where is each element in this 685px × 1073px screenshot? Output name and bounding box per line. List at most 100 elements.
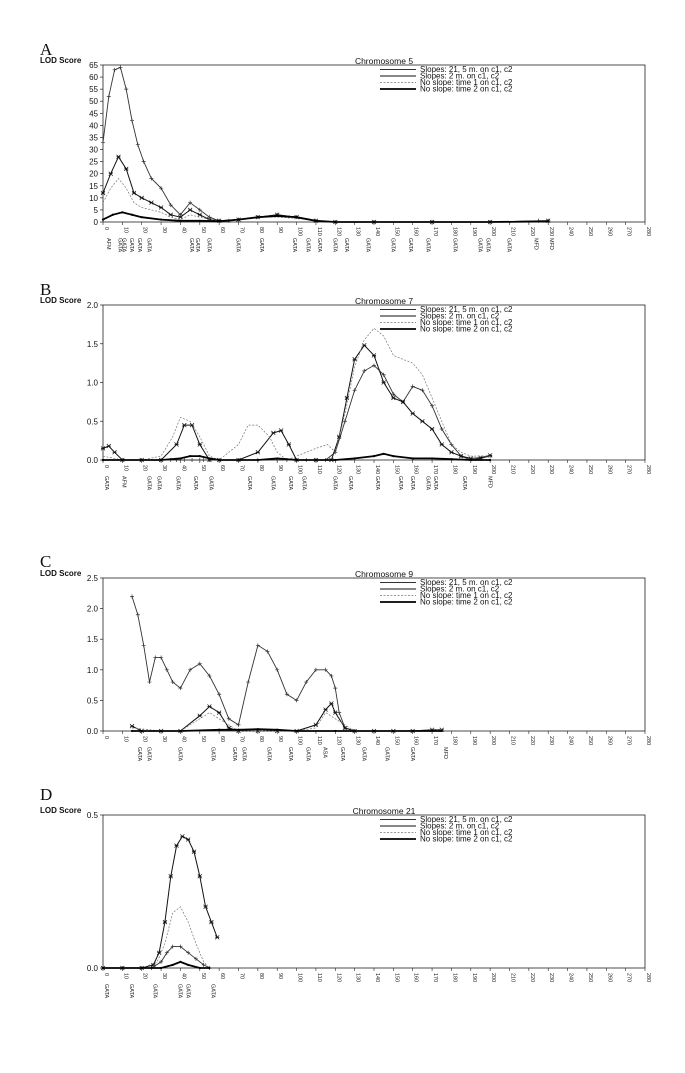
marker-label: GATA <box>407 238 413 252</box>
series-line-3 <box>103 906 210 969</box>
marker-label: GATA <box>188 238 194 252</box>
data-point <box>295 729 298 733</box>
data-point <box>209 919 214 925</box>
x-tick-label: 250 <box>587 736 593 745</box>
data-point <box>487 453 493 458</box>
data-point <box>101 458 105 462</box>
x-tick-label: 50 <box>200 736 206 742</box>
marker-label: MFD <box>442 747 448 759</box>
x-tick-label: 50 <box>200 973 206 979</box>
x-tick-label: 80 <box>258 465 264 471</box>
y-tick-label: 0.0 <box>87 727 99 736</box>
x-tick-label: 30 <box>161 465 167 471</box>
y-tick-label: 50 <box>89 97 98 106</box>
marker-label: MFD <box>533 238 539 250</box>
x-tick-label: 170 <box>432 227 438 236</box>
data-point <box>159 218 163 221</box>
data-point <box>439 427 444 431</box>
data-point <box>392 455 395 458</box>
marker-label: GATA <box>451 238 457 252</box>
data-point <box>193 956 198 961</box>
data-point <box>112 450 117 455</box>
data-point <box>342 419 347 424</box>
marker-label: GATA <box>177 984 183 998</box>
marker-label: GATA <box>397 476 403 490</box>
data-point <box>278 428 284 433</box>
series-line-4 <box>103 452 491 461</box>
data-point <box>129 723 135 729</box>
marker-label: GATA <box>151 984 157 998</box>
data-point <box>111 213 114 216</box>
x-tick-label: 270 <box>626 465 632 474</box>
data-point <box>255 450 261 455</box>
x-tick-label: 80 <box>258 736 264 742</box>
marker-label: GATA <box>316 238 322 252</box>
x-tick-label: 280 <box>645 736 651 745</box>
data-point <box>178 212 183 217</box>
x-tick-label: 170 <box>432 973 438 982</box>
data-point <box>430 220 434 224</box>
marker-label: ASA <box>322 747 328 758</box>
series-line-3 <box>131 712 442 732</box>
data-point <box>410 411 415 416</box>
x-tick-label: 240 <box>568 736 574 745</box>
marker-label: GATA <box>287 747 293 761</box>
data-point <box>149 200 154 205</box>
data-point <box>333 686 338 691</box>
x-tick-label: 190 <box>471 736 477 745</box>
data-point <box>255 643 260 648</box>
data-point <box>411 729 414 733</box>
y-tick-label: 10 <box>89 194 98 203</box>
marker-label: GATA <box>146 476 152 490</box>
x-tick-label: 210 <box>510 227 516 236</box>
series-line-4 <box>132 728 442 732</box>
data-point <box>391 392 396 397</box>
x-tick-label: 120 <box>335 465 341 474</box>
data-point <box>159 458 163 462</box>
data-point <box>159 959 164 964</box>
x-tick-label: 20 <box>142 736 148 742</box>
x-tick-label: 150 <box>393 736 399 745</box>
data-point <box>168 203 173 208</box>
data-point <box>197 661 202 666</box>
data-point <box>420 419 425 424</box>
marker-label: GATA <box>304 747 310 761</box>
x-tick-label: 130 <box>355 736 361 745</box>
x-tick-label: 230 <box>548 227 554 236</box>
data-point <box>182 422 187 428</box>
y-tick-label: 15 <box>89 182 98 191</box>
marker-label: GATA <box>246 476 252 490</box>
data-point <box>108 171 113 176</box>
marker-label: GATA <box>347 476 353 490</box>
x-tick-label: 200 <box>490 465 496 474</box>
data-point <box>198 219 201 222</box>
x-tick-label: 190 <box>471 465 477 474</box>
legend-entry: Slopes: 2 m. on c1, c2 <box>420 822 500 831</box>
x-tick-label: 50 <box>200 227 206 233</box>
marker-label: GATA <box>258 238 264 252</box>
data-point <box>208 966 211 970</box>
chart-title: Chromosome 9 <box>355 569 413 579</box>
legend-entry: No slope: time 1 on c1, c2 <box>420 828 513 837</box>
data-point <box>430 457 434 460</box>
x-tick-label: 150 <box>393 465 399 474</box>
y-tick-label: 1.0 <box>87 379 99 388</box>
marker-label: GATA <box>506 238 512 252</box>
plot-frame <box>102 577 646 732</box>
marker-label: GATA <box>461 476 467 490</box>
series-line-1 <box>103 946 210 969</box>
x-tick-label: 170 <box>432 736 438 745</box>
data-point <box>188 200 193 205</box>
data-point <box>124 87 129 92</box>
data-point <box>410 384 415 389</box>
y-tick-label: 35 <box>89 133 98 142</box>
data-point <box>372 729 376 733</box>
data-point <box>121 211 124 214</box>
marker-label: AFM <box>105 238 111 250</box>
x-tick-label: 110 <box>316 736 322 745</box>
data-point <box>334 458 337 462</box>
y-tick-label: 40 <box>89 121 98 130</box>
x-tick-label: 270 <box>626 227 632 236</box>
x-tick-label: 160 <box>413 465 419 474</box>
series-line-1 <box>103 364 491 461</box>
